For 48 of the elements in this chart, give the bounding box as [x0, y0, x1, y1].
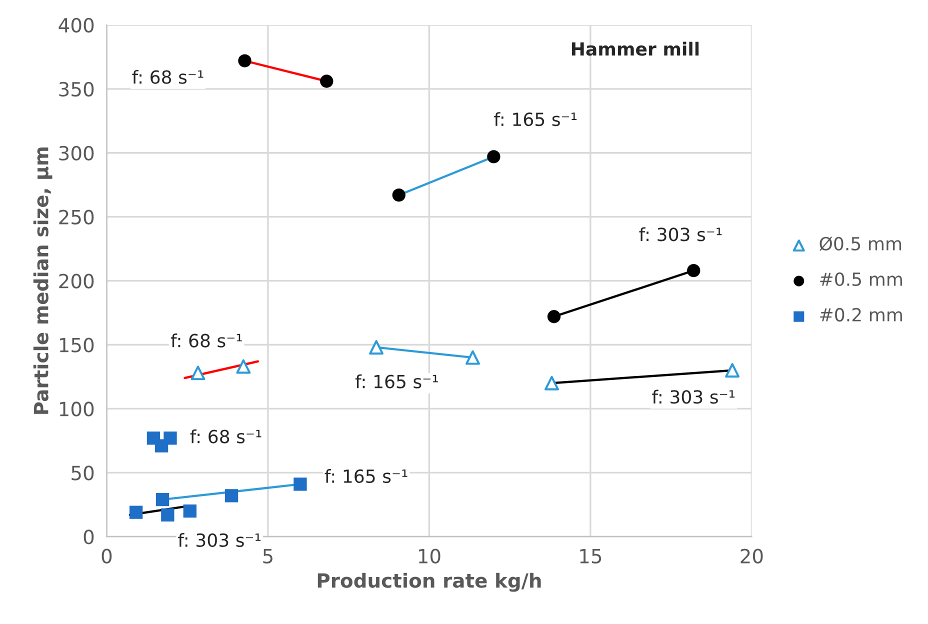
annotation: f: 68 s⁻¹ — [190, 429, 262, 444]
point — [725, 363, 740, 378]
text: Hammer mill — [572, 42, 699, 56]
point — [320, 74, 334, 88]
annotation: f: 303 s⁻¹ — [178, 533, 261, 547]
point — [369, 340, 384, 355]
annotation: f: 68 s⁻¹ — [132, 70, 204, 84]
y-tick-label: 250 — [59, 210, 94, 225]
y-tick-label: 350 — [59, 82, 94, 97]
annotation: f: 303 s⁻¹ — [652, 390, 735, 404]
x-tick-label: 5 — [263, 549, 272, 564]
legend-label: #0.5 mm — [820, 272, 902, 286]
x-tick-label: 0 — [102, 548, 112, 564]
x-tick-label: 15 — [580, 549, 602, 564]
point — [547, 310, 561, 324]
point — [487, 150, 500, 164]
point — [161, 508, 174, 522]
annotation: f: 303 s⁻¹ — [639, 227, 722, 242]
y-tick-label: 50 — [72, 466, 94, 480]
point — [129, 506, 143, 519]
y-tick-label: 0 — [84, 530, 94, 544]
point — [154, 439, 168, 452]
y-tick-label: 200 — [59, 274, 94, 288]
point — [236, 359, 251, 374]
point — [544, 376, 559, 390]
annotation: f: 165 s⁻¹ — [324, 469, 408, 484]
annotation: f: 165 s⁻¹ — [355, 374, 438, 388]
x-tick-label: 20 — [740, 548, 763, 564]
point — [465, 350, 480, 365]
y-tick-label: 400 — [58, 18, 94, 33]
y-tick-label: 150 — [60, 338, 94, 352]
y-axis-title: Particle median size, µm — [33, 147, 52, 414]
x-tick-label: 10 — [418, 548, 440, 564]
point — [687, 264, 700, 278]
x-axis-title: Production rate kg/h — [318, 572, 541, 592]
point — [156, 492, 170, 506]
y-tick-label: 300 — [59, 146, 94, 161]
point — [294, 478, 307, 491]
annotation: f: 165 s⁻¹ — [494, 112, 577, 126]
point — [392, 188, 406, 202]
y-tick-label: 100 — [60, 402, 94, 416]
point — [183, 504, 197, 518]
legend-label: #0.2 mm — [820, 308, 902, 322]
point — [238, 54, 252, 68]
legend-label: Ø0.5 mm — [820, 236, 902, 251]
point — [224, 489, 238, 502]
annotation: f: 68 s⁻¹ — [170, 333, 242, 348]
point — [190, 366, 206, 380]
